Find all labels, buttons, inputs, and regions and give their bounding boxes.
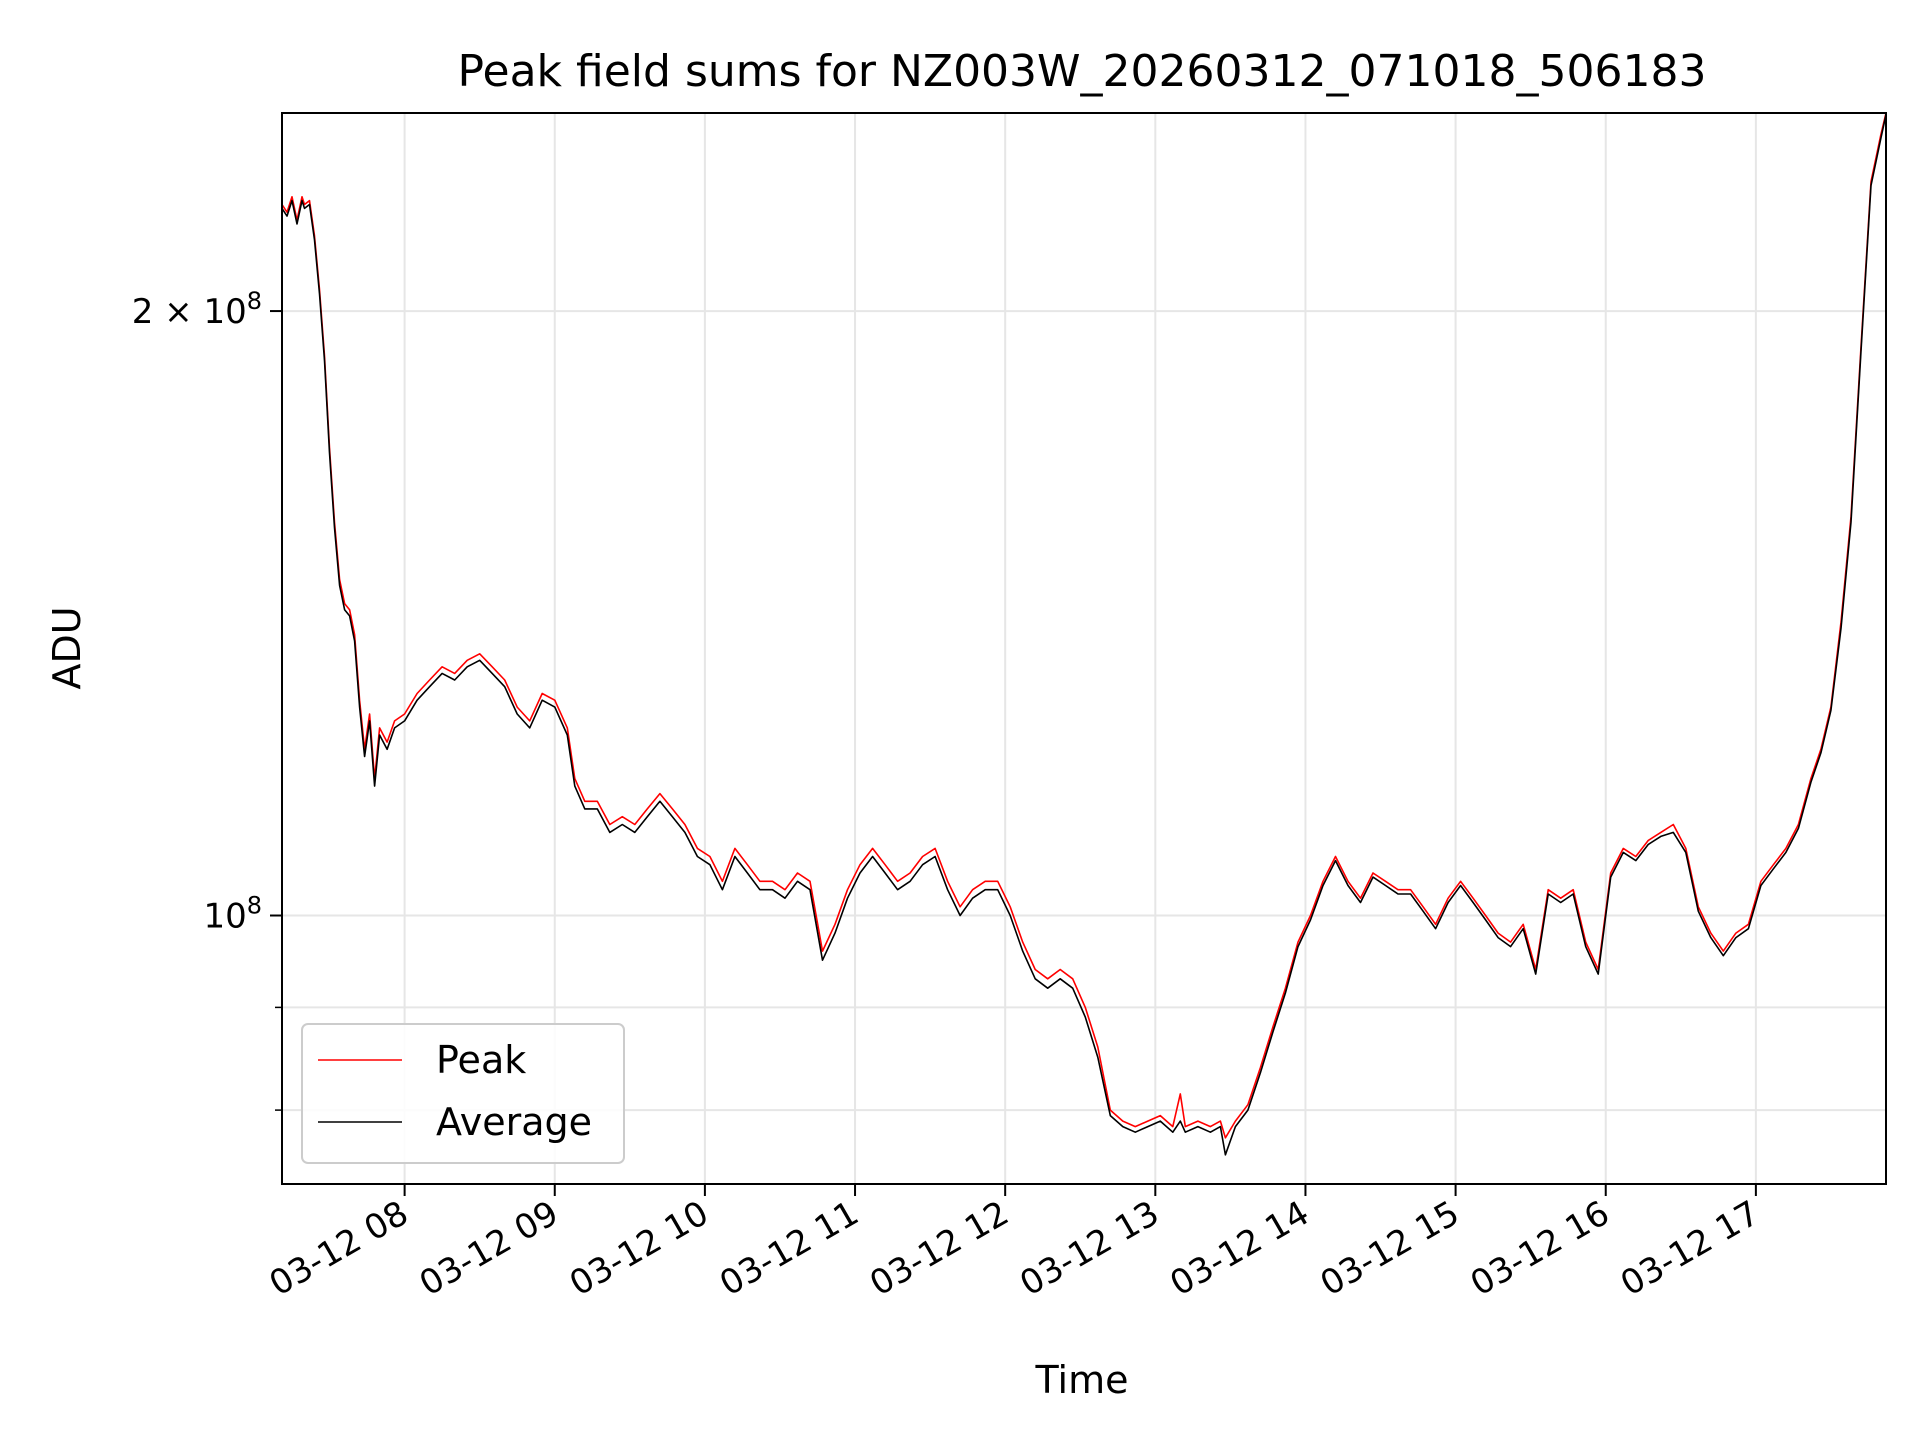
- y-tick-label-exponent: 8: [247, 287, 262, 315]
- legend-label-peak: Peak: [436, 1038, 526, 1082]
- y-tick-label-base: 10: [203, 897, 246, 937]
- y-tick-label: 108: [203, 892, 262, 937]
- y-axis-label: ADU: [45, 606, 89, 689]
- series-layer: [281, 112, 1887, 1156]
- y-tick-label: 2 × 108: [132, 287, 262, 332]
- legend-label-average: Average: [436, 1100, 592, 1144]
- chart-title: Peak field sums for NZ003W_20260312_0710…: [458, 46, 1707, 97]
- plot-frame: [281, 112, 1887, 1185]
- legend: Peak Average: [301, 1023, 625, 1164]
- legend-box: [301, 1023, 625, 1164]
- gridlines: [282, 113, 1886, 1184]
- series-line-average: [281, 114, 1887, 1156]
- x-axis-label: Time: [1035, 1358, 1129, 1402]
- y-tick-label-exponent: 8: [247, 892, 262, 920]
- y-tick-label-base: 2 × 10: [132, 292, 247, 332]
